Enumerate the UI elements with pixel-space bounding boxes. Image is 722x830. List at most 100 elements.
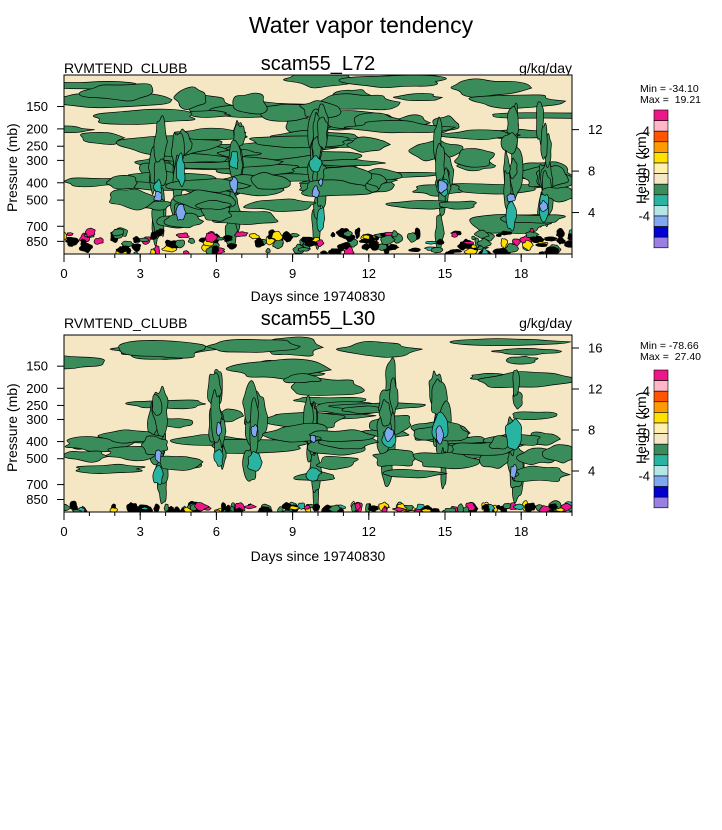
field-contour [69,500,78,511]
field-contour [504,418,522,451]
colorbar-swatch [653,162,669,174]
field-contour [389,377,399,415]
x-tick-label: 15 [438,266,452,281]
field-contour [297,247,311,252]
field-contour [436,238,445,245]
field-contour [223,234,233,242]
field-contour [195,200,232,210]
field-contour [276,506,284,512]
colorbar-swatch [653,433,669,445]
field-contour [150,231,159,240]
field-contour [502,502,512,509]
field-contour [535,243,548,247]
field-contour [248,233,260,240]
field-contour [544,246,560,254]
colorbar-swatch [653,412,669,424]
field-contour [175,152,186,187]
panel2-min: Min = -78.66 [640,340,699,352]
field-contour [462,506,470,512]
field-contour [66,232,74,237]
field-contour [449,338,571,346]
field-contour [500,508,508,512]
field-contour [105,175,138,190]
field-contour [152,394,163,416]
field-contour [316,455,359,470]
field-contour [141,506,150,511]
field-contour [233,123,246,148]
field-contour [318,178,324,187]
colorbar-label: 0 [643,166,650,181]
field-contour [380,232,386,238]
field-contour [346,136,391,153]
field-contour [283,75,357,89]
colorbar-swatch [653,380,669,392]
colorbar-swatch [653,141,669,153]
field-contour [206,339,301,353]
field-contour [320,250,329,254]
field-contour [471,235,477,240]
field-contour [476,238,492,248]
panel1-max: Max = 19.21 [640,94,701,106]
field-contour [111,228,125,237]
field-contour [568,229,572,235]
field-contour [243,198,317,212]
field-contour [495,504,502,510]
field-contour [214,509,221,512]
field-contour [377,243,388,251]
colorbar-swatch [653,496,669,509]
x-tick-label: 18 [514,524,528,539]
colorbar-swatch [653,475,669,487]
field-contour [120,240,135,247]
x-tick-label: 0 [60,266,67,281]
field-contour [288,505,300,511]
panel2-field [64,335,572,512]
y2-tick-label: 12 [588,122,602,137]
panel1-field [64,75,572,254]
panel2-units: g/kg/day [519,315,572,331]
field-contour [361,242,371,251]
field-contour [153,191,163,202]
field-contour [247,451,263,472]
field-contour [64,355,105,370]
field-contour [386,243,400,251]
colorbar-label: -2 [638,187,650,202]
field-contour [72,509,83,512]
y-tick-label: 150 [26,99,48,114]
field-contour [521,239,534,251]
field-contour [138,237,149,242]
field-contour [304,241,319,247]
y2-tick-label: 4 [588,464,595,479]
field-contour [67,240,76,247]
y-tick-label: 250 [26,398,48,413]
field-contour [354,227,361,240]
field-contour [382,468,448,479]
field-contour [232,92,268,115]
field-contour [503,170,512,215]
field-contour [477,371,572,389]
field-contour [555,507,565,512]
colorbar-swatch [653,369,669,381]
colorbar-swatch [653,183,669,196]
field-contour [567,233,572,241]
field-contour [64,503,71,512]
x-tick-label: 12 [362,266,376,281]
y-tick-label: 200 [26,381,48,396]
y2-tick-label: 12 [588,382,602,397]
field-contour [393,93,444,102]
field-contour [226,242,238,250]
x-tick-label: 18 [514,266,528,281]
field-contour [75,463,146,474]
panel1-variable-label: RVMTEND_CLUBB [64,60,188,76]
colorbar-label: -4 [638,209,650,224]
field-contour [506,193,516,202]
figure-title: Water vapor tendency [248,12,474,38]
field-contour [109,188,160,211]
field-contour [512,465,571,482]
field-contour [175,203,187,221]
field-contour [78,242,93,254]
colorbar-swatch [653,401,669,413]
field-contour [311,136,322,162]
field-contour [430,247,444,254]
field-contour [64,450,110,463]
